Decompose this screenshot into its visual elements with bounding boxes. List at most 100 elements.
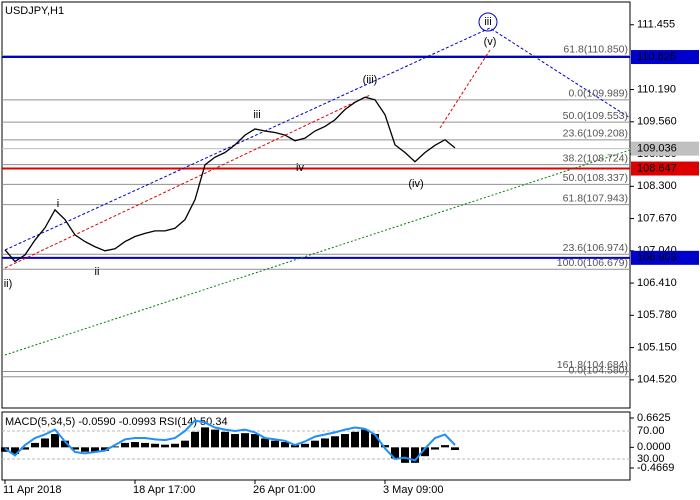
macd-bar bbox=[171, 443, 179, 448]
y-tick-label: 0.0000 bbox=[637, 441, 671, 453]
y-tick-label: -0.4669 bbox=[637, 462, 674, 474]
macd-bar bbox=[251, 434, 259, 448]
fib-label: 161.8(104.684) bbox=[557, 359, 628, 371]
x-tick-label: 26 Apr 01:00 bbox=[253, 484, 315, 496]
x-tick-label: 11 Apr 2018 bbox=[3, 484, 62, 496]
macd-bar bbox=[451, 447, 459, 450]
y-tick-label: 108.300 bbox=[637, 180, 677, 192]
y-tick-label: 107.670 bbox=[637, 212, 677, 224]
macd-bar bbox=[441, 445, 449, 448]
macd-bar bbox=[411, 447, 419, 463]
macd-bar bbox=[71, 447, 79, 450]
y-tick-label: 109.560 bbox=[637, 116, 677, 128]
fib-label: 61.8(107.943) bbox=[563, 192, 628, 204]
wave-label: ii) bbox=[4, 278, 13, 290]
macd-bar bbox=[61, 440, 69, 448]
rsi-line bbox=[4, 419, 456, 462]
macd-bar bbox=[351, 431, 359, 448]
macd-bar bbox=[311, 440, 319, 448]
wave-circle bbox=[478, 12, 498, 32]
macd-bar bbox=[281, 442, 289, 448]
y-tick-label: 104.520 bbox=[637, 374, 677, 386]
wave-line bbox=[4, 94, 371, 269]
fib-label: 50.0(108.337) bbox=[563, 172, 628, 184]
layer bbox=[2, 55, 630, 378]
level-label: 106.903 bbox=[637, 252, 677, 264]
macd-bar bbox=[81, 447, 89, 452]
wave-line bbox=[439, 49, 491, 129]
macd-bar bbox=[401, 447, 409, 463]
macd-bar bbox=[111, 446, 119, 448]
macd-bar bbox=[191, 431, 199, 448]
macd-bar bbox=[201, 427, 209, 448]
macd-bar bbox=[291, 445, 299, 448]
x-tick-label: 18 Apr 17:00 bbox=[133, 484, 195, 496]
macd-bar bbox=[211, 429, 219, 448]
wave-label: ii bbox=[95, 266, 100, 278]
macd-bar bbox=[331, 436, 339, 448]
y-tick-label: 111.455 bbox=[637, 19, 675, 31]
y2-tick-label: 30.00 bbox=[637, 453, 665, 465]
macd-bar bbox=[271, 440, 279, 448]
macd-bar bbox=[31, 442, 39, 448]
chart-title: USDJPY,H1 bbox=[5, 5, 64, 17]
macd-bar bbox=[221, 431, 229, 448]
macd-bar bbox=[381, 445, 389, 448]
level-box bbox=[631, 161, 699, 176]
macd-bar bbox=[131, 442, 139, 448]
wave-label: iii bbox=[253, 109, 260, 121]
macd-bar bbox=[181, 440, 189, 448]
y-tick-label: 0.6625 bbox=[637, 412, 671, 424]
wave-label: (v) bbox=[484, 36, 497, 48]
y-tick-label: 110.190 bbox=[637, 83, 676, 95]
fib-label: 38.2(108.724) bbox=[563, 152, 628, 164]
macd-bar bbox=[51, 434, 59, 448]
wave-label: (iv) bbox=[408, 178, 423, 190]
level-label: 108.647 bbox=[637, 162, 677, 174]
fib-label: 23.6(109.208) bbox=[563, 128, 628, 140]
macd-bar bbox=[141, 442, 149, 448]
macd-bar bbox=[391, 447, 399, 459]
wave-label: iii bbox=[484, 16, 491, 28]
macd-bar bbox=[151, 443, 159, 448]
macd-bar bbox=[361, 429, 369, 448]
trend-line bbox=[4, 149, 631, 356]
fib-label: 0.0(104.580) bbox=[568, 365, 628, 377]
trend-line bbox=[4, 27, 631, 251]
macd-bar bbox=[101, 447, 109, 451]
macd-bar bbox=[21, 447, 29, 450]
macd-bar bbox=[241, 433, 249, 448]
macd-bar bbox=[421, 447, 429, 457]
level-label: 110.825 bbox=[637, 51, 676, 63]
macd-bar bbox=[91, 447, 99, 452]
macd-bar bbox=[11, 447, 19, 454]
macd-bar bbox=[121, 442, 129, 448]
indicator-title: MACD(5,34,5) -0.0590 -0.0993 RSI(14) 50.… bbox=[5, 416, 228, 428]
level-box bbox=[631, 250, 699, 265]
macd-bar bbox=[231, 434, 239, 448]
macd-bar bbox=[301, 443, 309, 448]
macd-bar bbox=[41, 438, 49, 448]
macd-bar bbox=[371, 434, 379, 448]
macd-bar bbox=[161, 444, 169, 448]
fib-label: 23.6(106.974) bbox=[563, 242, 628, 254]
x-tick-label: 3 May 09:00 bbox=[383, 484, 444, 496]
wave-label: i bbox=[57, 198, 59, 210]
level-box bbox=[631, 141, 699, 156]
y-tick-label: 106.410 bbox=[637, 277, 677, 289]
fib-label: 100.0(106.679) bbox=[557, 257, 628, 269]
macd-bar bbox=[261, 438, 269, 448]
price-line bbox=[4, 96, 456, 263]
macd-bar bbox=[431, 447, 439, 450]
macd-bar bbox=[341, 434, 349, 448]
fib-label: 0.0(109.989) bbox=[568, 88, 628, 100]
wave-label: (iii) bbox=[363, 74, 378, 86]
fib-label: 61.8(110.850) bbox=[563, 44, 628, 56]
y2-tick-label: 70.00 bbox=[637, 425, 665, 437]
wave-label: iv bbox=[296, 162, 304, 174]
y-tick-label: 105.150 bbox=[637, 341, 677, 353]
level-label: 109.036 bbox=[637, 143, 677, 155]
y-tick-label: 105.780 bbox=[637, 309, 677, 321]
fib-label: 50.0(109.553) bbox=[563, 110, 628, 122]
